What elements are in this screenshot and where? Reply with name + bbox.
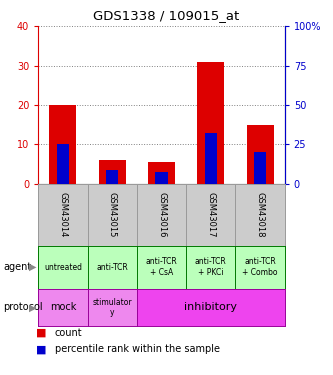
Bar [57, 144, 69, 184]
Text: GSM43015: GSM43015 [108, 192, 117, 237]
Text: percentile rank within the sample: percentile rank within the sample [55, 345, 220, 354]
Text: anti-TCR: anti-TCR [96, 262, 128, 272]
Text: GSM43016: GSM43016 [157, 192, 166, 237]
Bar [49, 105, 77, 184]
Bar [148, 162, 175, 184]
Text: protocol: protocol [3, 303, 43, 312]
Text: ▶: ▶ [29, 303, 36, 312]
Text: GSM43018: GSM43018 [255, 192, 265, 237]
Text: inhibitory: inhibitory [184, 303, 237, 312]
Text: anti-TCR
+ Combo: anti-TCR + Combo [242, 258, 278, 277]
Text: stimulator
y: stimulator y [93, 298, 132, 317]
Bar [99, 160, 126, 184]
Text: anti-TCR
+ PKCi: anti-TCR + PKCi [195, 258, 227, 277]
Text: anti-TCR
+ CsA: anti-TCR + CsA [146, 258, 177, 277]
Text: ■: ■ [36, 345, 47, 354]
Text: ■: ■ [36, 328, 47, 338]
Text: GSM43014: GSM43014 [58, 192, 68, 237]
Text: mock: mock [50, 303, 76, 312]
Bar [246, 124, 274, 184]
Text: agent: agent [3, 262, 32, 272]
Text: ▶: ▶ [29, 262, 36, 272]
Bar [197, 62, 224, 184]
Bar [106, 170, 118, 184]
Bar [205, 133, 217, 184]
Text: GDS1338 / 109015_at: GDS1338 / 109015_at [93, 9, 240, 22]
Bar [254, 152, 266, 184]
Text: count: count [55, 328, 83, 338]
Text: untreated: untreated [44, 262, 82, 272]
Text: GSM43017: GSM43017 [206, 192, 215, 237]
Bar [156, 172, 167, 184]
